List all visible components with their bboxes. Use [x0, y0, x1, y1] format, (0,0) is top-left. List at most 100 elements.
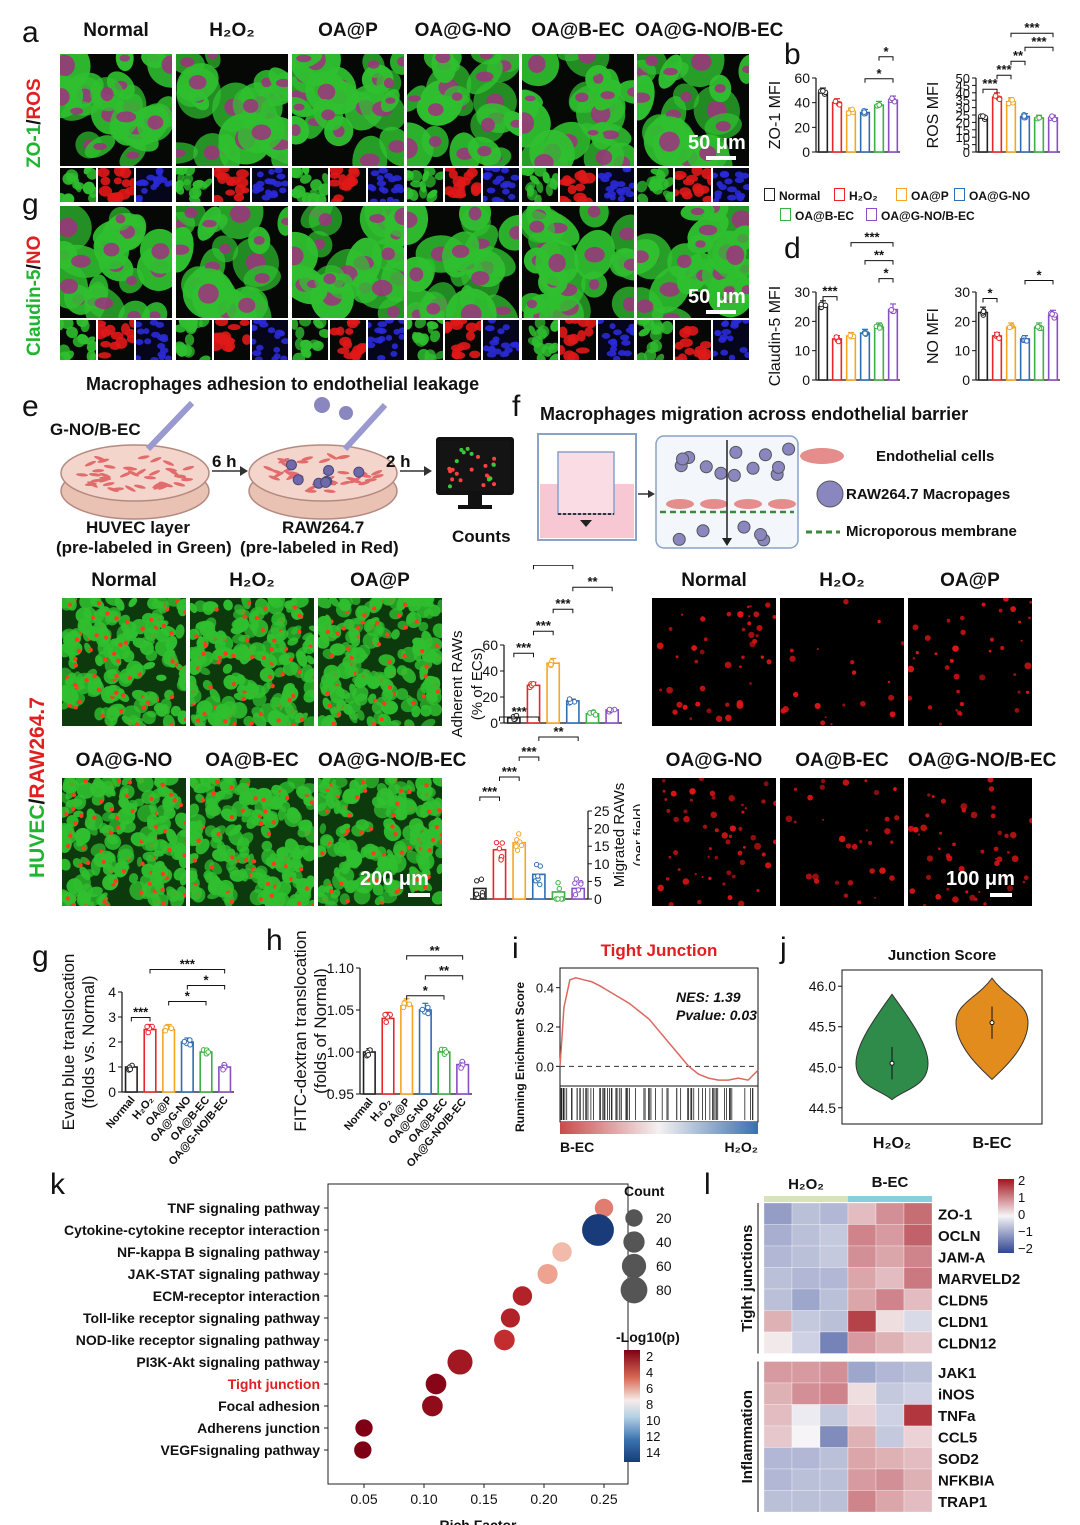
- cell-mark: [495, 175, 505, 182]
- cell-mark: [225, 189, 236, 196]
- y-tick-label: 0.95: [327, 1086, 354, 1102]
- cell-mark: [236, 169, 249, 179]
- raw-cell-mark: [399, 850, 405, 855]
- macrophage-mark: [314, 397, 330, 413]
- cell-mark: [175, 624, 185, 639]
- heatmap-cell: [763, 1310, 793, 1333]
- nucleus-mark: [409, 267, 424, 282]
- raw-cell-mark: [169, 694, 175, 699]
- arrow-head: [424, 466, 432, 476]
- plot-frame: [841, 969, 1043, 1125]
- data-point: [861, 109, 868, 115]
- raw-cell-mark: [172, 798, 177, 803]
- cell-mark: [219, 778, 238, 795]
- cell-mark: [625, 191, 634, 198]
- cell-mark: [63, 350, 74, 360]
- cell-mark: [567, 184, 577, 195]
- panel-e-scale-bar: [408, 893, 430, 897]
- macrophage-mark: [323, 464, 335, 476]
- data-point: [996, 96, 1003, 103]
- data-point: [555, 896, 561, 902]
- cell-mark: [492, 456, 497, 461]
- raw-cell-mark: [271, 861, 277, 866]
- cell-mark: [488, 476, 493, 481]
- cell-mark: [691, 645, 697, 651]
- heatmap-cell: [903, 1224, 933, 1247]
- nucleus-mark: [394, 207, 404, 225]
- cell-mark: [333, 867, 341, 878]
- cell-mark: [939, 831, 943, 835]
- raw-cell-mark: [211, 790, 216, 796]
- cell-mark: [323, 489, 336, 493]
- endothelial-mark: [734, 499, 762, 509]
- cell-mark: [391, 343, 399, 350]
- cell-mark: [491, 462, 496, 467]
- cell-mark: [413, 834, 423, 842]
- cell-mark: [156, 169, 163, 176]
- cell-mark: [223, 599, 233, 611]
- nucleus-mark: [529, 220, 545, 233]
- cell-mark: [459, 447, 464, 452]
- raw-cell-mark: [116, 825, 121, 830]
- raw-cell-mark: [346, 646, 351, 651]
- nucleus-mark: [451, 92, 463, 101]
- cell-mark: [843, 599, 849, 605]
- cell-mark: [214, 790, 226, 802]
- cell-mark: [407, 187, 414, 200]
- panel-a-micrograph: [176, 54, 288, 166]
- nucleus-mark: [147, 115, 164, 130]
- cell-mark: [123, 629, 139, 640]
- cell-mark: [461, 450, 466, 455]
- heatmap-scale-label: 2: [1018, 1173, 1025, 1188]
- significance-bracket: [982, 88, 998, 94]
- cell-mark: [793, 787, 798, 791]
- cell-mark: [716, 181, 723, 188]
- image-column-header: OA@P: [940, 570, 1000, 591]
- cell-mark: [344, 618, 356, 630]
- cell-mark: [756, 888, 760, 893]
- cell-mark: [713, 172, 719, 179]
- x-tick-label: 0.15: [470, 1491, 497, 1507]
- panel-a-channel-red: [330, 168, 366, 202]
- raw-cell-mark: [298, 866, 304, 872]
- cell-mark: [987, 876, 991, 879]
- bar: [1033, 117, 1045, 153]
- cell-mark: [241, 598, 252, 610]
- heatmap-cell: [819, 1382, 849, 1405]
- cell-mark: [1014, 707, 1020, 713]
- y-axis-title-2: (folds of Normal): [311, 968, 330, 1094]
- raw-cell-mark: [231, 682, 237, 687]
- cell-mark: [86, 349, 96, 360]
- cell-mark: [607, 338, 618, 345]
- cell-mark: [1024, 662, 1032, 670]
- cell-mark: [184, 333, 195, 346]
- raw-cell-mark: [118, 642, 123, 647]
- nucleus-mark: [723, 286, 735, 294]
- plot-frame: [327, 1183, 629, 1485]
- cell-mark: [749, 682, 752, 685]
- cell-mark: [346, 879, 360, 892]
- panel-f-micrograph: [652, 778, 776, 906]
- nucleus-mark: [149, 311, 161, 318]
- cell-mark: [879, 867, 886, 874]
- cell-mark: [418, 621, 429, 632]
- nucleus-mark: [103, 242, 120, 257]
- raw-cell-mark: [396, 613, 402, 619]
- cell-mark: [337, 347, 350, 355]
- macrophage-mark: [292, 474, 304, 486]
- nucleus-mark: [388, 140, 404, 153]
- data-point: [383, 1019, 390, 1025]
- cell-mark: [166, 828, 178, 845]
- nucleus-mark: [460, 304, 482, 318]
- cell-mark: [884, 828, 891, 835]
- panel-e-scale-label: 200 μm: [360, 868, 429, 890]
- cell-mark: [261, 194, 271, 201]
- cell-mark: [175, 812, 186, 830]
- heatmap-cell: [875, 1361, 905, 1384]
- cell-mark: [993, 846, 999, 852]
- cell-mark: [820, 720, 826, 726]
- macrophage-mark: [285, 459, 297, 471]
- nucleus-mark: [203, 145, 220, 161]
- cell-mark: [435, 320, 443, 325]
